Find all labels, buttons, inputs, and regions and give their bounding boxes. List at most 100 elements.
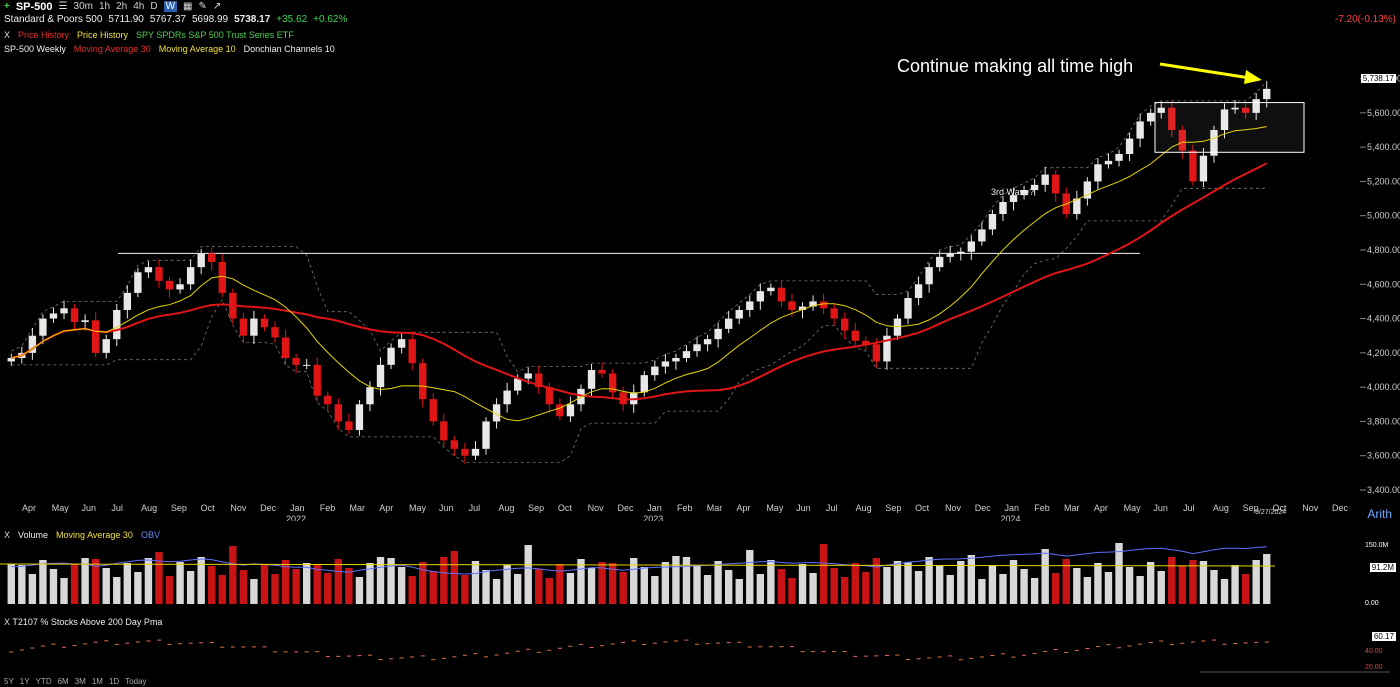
x-month-label: May bbox=[52, 503, 70, 513]
timeframe-2h[interactable]: 2h bbox=[116, 1, 128, 12]
candle-body bbox=[1009, 195, 1018, 202]
y-tick-label: 5,000.00 bbox=[1367, 211, 1400, 221]
quote-open: 5711.90 bbox=[108, 14, 144, 25]
range-ytd[interactable]: YTD bbox=[35, 677, 52, 686]
study-price-history-1[interactable]: Price History bbox=[18, 29, 70, 40]
candle-body bbox=[841, 318, 849, 331]
volume-chart[interactable] bbox=[0, 540, 1400, 612]
timeframe-1h[interactable]: 1h bbox=[98, 1, 111, 12]
volume-bar bbox=[324, 573, 332, 604]
x-month-label: Oct bbox=[201, 503, 216, 513]
volume-bar bbox=[830, 568, 838, 604]
range-today[interactable]: Today bbox=[125, 677, 147, 686]
breadth-title[interactable]: T2107 % Stocks Above 200 Day Pma bbox=[12, 617, 163, 627]
candle-body bbox=[482, 421, 490, 449]
candle-body bbox=[735, 310, 743, 319]
candle-body bbox=[935, 256, 944, 268]
y-tick-label: 5,600.00 bbox=[1367, 108, 1400, 118]
candle-body bbox=[1104, 160, 1113, 165]
close-volume-icon[interactable]: X bbox=[4, 530, 11, 540]
candle-body bbox=[661, 361, 670, 367]
range-6m[interactable]: 6M bbox=[57, 677, 69, 686]
candle-body bbox=[176, 284, 184, 290]
study-price-history-2[interactable]: Price History bbox=[77, 29, 129, 40]
overlay-ma10[interactable]: Moving Average 10 bbox=[158, 43, 236, 54]
range-1d[interactable]: 1D bbox=[108, 677, 120, 686]
candle-body bbox=[988, 214, 997, 230]
x-month-label: Sep bbox=[528, 503, 544, 513]
candle-body bbox=[1115, 154, 1123, 161]
volume-bar bbox=[1199, 561, 1208, 604]
candle-body bbox=[123, 292, 132, 310]
volume-bar bbox=[1073, 568, 1081, 604]
candle-body bbox=[608, 373, 617, 393]
candle-body bbox=[1157, 107, 1165, 113]
x-month-label: Jan bbox=[290, 503, 305, 513]
candle-body bbox=[366, 387, 374, 405]
scale-mode-toggle[interactable]: Arith bbox=[1367, 507, 1392, 521]
candle-body bbox=[809, 301, 817, 307]
menu-icon[interactable]: ☰ bbox=[58, 1, 68, 12]
volume-bar bbox=[672, 556, 680, 604]
symbol-field[interactable]: SP-500 bbox=[15, 0, 53, 13]
volume-bar bbox=[1041, 549, 1049, 604]
donchian-lower bbox=[11, 187, 1267, 463]
volume-bar bbox=[250, 579, 258, 604]
volume-bar bbox=[598, 562, 606, 604]
timeframe-w[interactable]: W bbox=[163, 1, 178, 12]
range-1m[interactable]: 1M bbox=[91, 677, 103, 686]
candle-body bbox=[208, 253, 216, 262]
range-3m[interactable]: 3M bbox=[74, 677, 86, 686]
timeframe-4h[interactable]: 4h bbox=[133, 1, 145, 12]
share-icon[interactable]: ↗ bbox=[212, 1, 222, 12]
price-chart[interactable]: 5,800.005,600.005,400.005,200.005,000.00… bbox=[0, 56, 1400, 521]
timeframe-30m[interactable]: 30m bbox=[73, 1, 93, 12]
volume-obv[interactable]: OBV bbox=[140, 530, 160, 540]
candle-body bbox=[239, 318, 248, 336]
volume-ma[interactable]: Moving Average 30 bbox=[56, 530, 133, 540]
timeframe-d[interactable]: D bbox=[150, 1, 158, 12]
x-month-label: Aug bbox=[856, 503, 872, 513]
volume-bar bbox=[239, 570, 248, 604]
candle-body bbox=[630, 392, 638, 405]
x-month-label: Dec bbox=[260, 503, 277, 513]
candle-body bbox=[144, 267, 153, 273]
symbol-add-icon[interactable]: + bbox=[4, 1, 10, 12]
volume-bar bbox=[208, 566, 216, 604]
volume-bar bbox=[693, 566, 701, 604]
candle-body bbox=[60, 308, 68, 314]
volume-bar bbox=[1020, 569, 1028, 604]
volume-bar bbox=[967, 555, 976, 604]
volume-bar bbox=[746, 550, 754, 604]
x-month-label: Jan bbox=[1005, 503, 1020, 513]
chart-title[interactable]: SP-500 Weekly bbox=[4, 43, 66, 54]
candle-body bbox=[535, 373, 543, 388]
volume-bar bbox=[440, 557, 448, 604]
close-studies-icon[interactable]: X bbox=[4, 29, 11, 40]
close-breadth-icon[interactable]: X bbox=[4, 617, 11, 627]
draw-icon[interactable]: ✎ bbox=[198, 1, 207, 12]
candle-body bbox=[387, 347, 395, 365]
study-spy[interactable]: SPY SPDRs S&P 500 Trust Series ETF bbox=[136, 29, 294, 40]
range-1y[interactable]: 1Y bbox=[19, 677, 30, 686]
y-tick-label: 3,400.00 bbox=[1367, 485, 1400, 495]
volume-bar bbox=[1220, 579, 1229, 604]
volume-bar bbox=[366, 563, 374, 604]
volume-bar bbox=[408, 576, 416, 604]
volume-bar bbox=[302, 563, 311, 604]
candle-body bbox=[492, 404, 501, 422]
overlay-donchian[interactable]: Donchian Channels 10 bbox=[243, 43, 335, 54]
candle-body bbox=[471, 448, 480, 456]
candle-body bbox=[1083, 181, 1092, 199]
volume-title[interactable]: Volume bbox=[18, 530, 49, 540]
chart-type-icon[interactable]: ▦ bbox=[183, 1, 193, 12]
breadth-chart[interactable] bbox=[0, 626, 1400, 674]
candle-body bbox=[1263, 88, 1271, 100]
overlay-ma30[interactable]: Moving Average 30 bbox=[73, 43, 151, 54]
candle-body bbox=[324, 395, 332, 405]
candle-body bbox=[1178, 130, 1187, 151]
range-5y[interactable]: 5Y bbox=[4, 677, 14, 686]
volume-bar bbox=[661, 562, 670, 604]
volume-bar bbox=[376, 557, 385, 604]
volume-bar bbox=[535, 569, 543, 604]
